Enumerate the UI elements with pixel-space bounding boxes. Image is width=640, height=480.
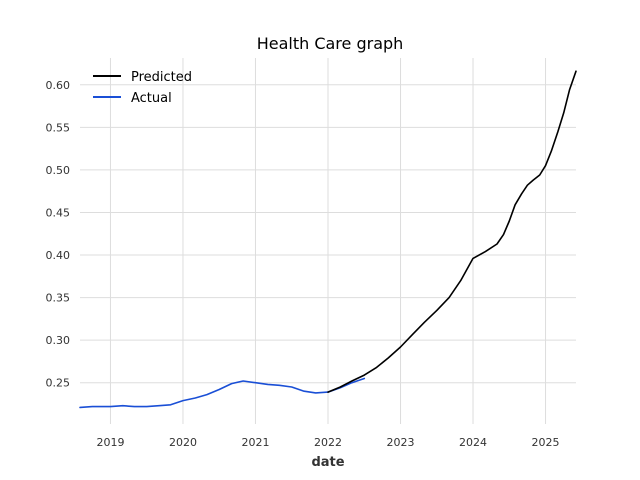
x-tick-label: 2025: [532, 436, 560, 449]
x-tick-label: 2021: [241, 436, 269, 449]
series-line-actual: [79, 377, 366, 409]
y-tick-label: 0.60: [46, 79, 71, 92]
x-axis-label: date: [311, 455, 344, 470]
y-tick-label: 0.45: [46, 206, 71, 219]
y-tick-label: 0.40: [46, 249, 71, 262]
x-tick-label: 2024: [459, 436, 487, 449]
y-tick-label: 0.55: [46, 121, 71, 134]
x-tick-label: 2019: [96, 436, 124, 449]
y-tick-label: 0.50: [46, 164, 71, 177]
legend-label-predicted: Predicted: [131, 70, 192, 85]
x-tick-label: 2022: [314, 436, 342, 449]
y-tick-label: 0.30: [46, 334, 71, 347]
x-tick-label: 2020: [169, 436, 197, 449]
x-tick-label: 2023: [387, 436, 415, 449]
legend-label-actual: Actual: [131, 91, 172, 106]
series-lines: [79, 70, 577, 409]
chart-title: Health Care graph: [257, 34, 404, 53]
series-line-predicted: [327, 70, 577, 393]
y-tick-label: 0.35: [46, 292, 71, 305]
tick-labels: 2019 2020 2021 2022 2023 2024 2025 0.25 0.30 0.35…: [46, 79, 560, 449]
grid: [80, 58, 576, 424]
legend: Predicted Actual: [93, 70, 192, 106]
y-tick-label: 0.25: [46, 377, 71, 390]
